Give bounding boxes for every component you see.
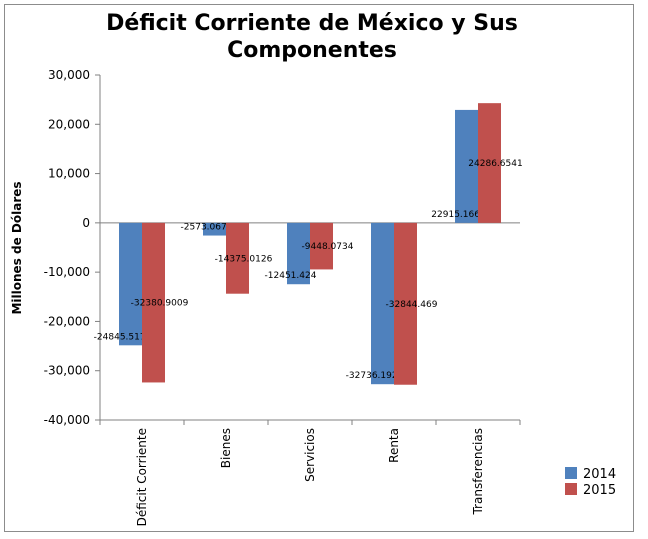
bar-2014-2 [287,222,310,285]
y-tick-label: -40,000 [44,413,90,427]
x-tick-label: Transferencias [471,428,485,516]
bar-2015-1 [226,222,249,294]
data-label-2015-2: -9448.0734 [302,242,354,252]
data-label-2014-1: -2573.0672 [181,223,233,233]
data-label-2015-1: -14375.0126 [215,254,273,264]
data-label-2015-4: 24286.6541 [468,159,522,169]
data-label-2014-4: 22915.1661 [431,210,485,220]
y-tick-label: 30,000 [48,68,90,82]
bar-2014-1 [203,222,226,236]
x-tick-label: Déficit Corriente [135,428,149,526]
chart-title-line-2: Componentes [227,38,397,63]
y-tick-label: 20,000 [48,117,90,131]
bar-2014-4 [455,109,478,223]
y-tick-label: -20,000 [44,314,90,328]
legend-swatch-2014 [565,467,577,479]
legend-swatch-2015 [565,483,577,495]
bar-2015-0 [142,222,165,383]
data-label-2014-0: -24845.5176 [94,332,152,342]
data-label-2015-0: -32380.9009 [131,299,189,309]
y-tick-label: -30,000 [44,364,90,378]
data-label-2015-3: -32844.469 [386,300,438,310]
bar-2014-3 [371,222,394,385]
y-tick-label: 10,000 [48,167,90,181]
y-tick-label: -10,000 [44,265,90,279]
chart-title-line-1: Déficit Corriente de México y Sus [106,11,518,36]
data-label-2014-2: -12451.424 [265,271,317,281]
x-tick-label: Renta [387,428,401,463]
y-tick-label: 0 [82,216,90,230]
bar-2015-3 [394,222,417,385]
legend-label-2015: 2015 [583,483,616,498]
plot-area: 30,000 20,000 10,000 0 -10,000 -20,000 -30,000… [44,68,523,526]
bar-2015-4 [478,103,501,223]
bar-2014-0 [119,222,142,346]
data-label-2014-3: -32736.1926 [346,371,404,381]
legend-label-2014: 2014 [583,467,616,482]
y-axis-label: Millones de Dólares [10,181,24,314]
x-tick-label: Servicios [303,428,317,482]
x-tick-label: Bienes [219,428,233,468]
bar-2015-2 [310,222,333,270]
